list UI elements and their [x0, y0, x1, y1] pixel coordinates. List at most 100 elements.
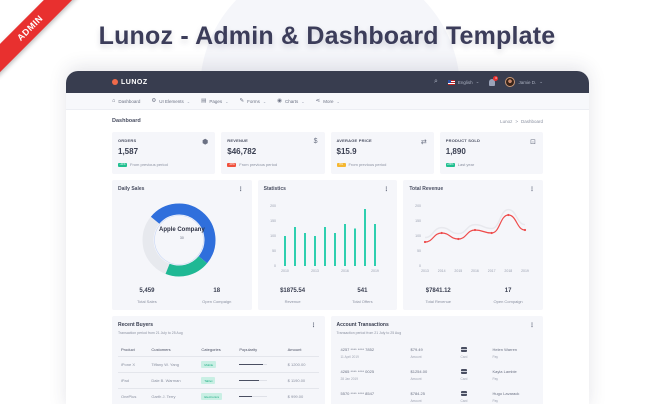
language-selector[interactable]: English ⌄	[447, 79, 479, 85]
panel-title: Account Transactions	[336, 322, 389, 328]
stat-label: Total Sales	[137, 299, 157, 304]
more-options-icon[interactable]: ⋮	[529, 323, 535, 329]
svg-text:0: 0	[419, 264, 421, 268]
breadcrumb-item-home[interactable]: Lunoz	[500, 118, 513, 124]
chevron-down-icon: ⌄	[186, 98, 191, 104]
svg-text:50: 50	[272, 249, 276, 253]
nav-item-dashboard[interactable]: ⌂ Dashboard	[112, 98, 140, 104]
category-badge: Mobile	[201, 361, 217, 368]
kpi-note: From previous period	[239, 162, 278, 167]
customer-cell: Tiffany W. Yang	[148, 356, 199, 373]
card-title: Statistics	[263, 186, 286, 192]
statistics-card: Statistics ⋮ 0 50 100 150 200 2010 2013 2016 201…	[257, 180, 398, 310]
product-cell: iPone X	[118, 356, 149, 373]
svg-text:150: 150	[415, 219, 421, 223]
stat-value: 18	[213, 288, 221, 294]
panel-subtitle: Transaction period from 21 July to 25 Au…	[336, 331, 402, 335]
column-header[interactable]: Popularity	[236, 343, 285, 357]
column-header[interactable]: Product	[118, 343, 149, 357]
card-number: 4265 **** **** 0025	[340, 369, 375, 374]
notification-bell-icon[interactable]: 3	[489, 75, 499, 86]
svg-text:2016: 2016	[341, 269, 349, 273]
forms-icon: ✎	[239, 98, 245, 104]
more-options-icon[interactable]: ⋮	[383, 187, 390, 193]
transaction-row[interactable]: 4265 **** **** 0025 28 Jan 2019 $1254.00 Am…	[337, 365, 538, 387]
transaction-amount: $79.49	[410, 347, 423, 352]
svg-text:100: 100	[270, 234, 276, 238]
chevron-down-icon: ⌄	[225, 98, 229, 104]
kpi-label: Orders	[118, 138, 137, 143]
svg-text:2019: 2019	[371, 269, 379, 273]
product-cell: iPad	[118, 372, 149, 389]
chevron-down-icon: ⌄	[539, 79, 543, 84]
svg-text:2013: 2013	[311, 269, 319, 273]
us-flag-icon	[447, 79, 455, 85]
svg-text:2015: 2015	[455, 269, 463, 273]
kpi-value: $46,782	[227, 147, 257, 156]
svg-text:50: 50	[417, 249, 421, 253]
nav-label: Charts	[285, 98, 299, 104]
svg-text:2019: 2019	[521, 269, 529, 273]
svg-text:2013: 2013	[421, 269, 429, 273]
transactions-list: 4257 **** **** 7852 11 April 2019 $79.49 Am…	[337, 343, 538, 404]
column-header[interactable]: Customers	[148, 343, 199, 357]
stat-label: Open Compaign	[202, 299, 232, 304]
svg-text:2010: 2010	[281, 269, 289, 273]
kpi-card-revenue: Revenue $46,782 -29% From previous period $	[221, 132, 325, 174]
change-badge: +11%	[118, 162, 127, 167]
statistics-bar-chart: 0 50 100 150 200 2010 2013 2016 2019	[270, 204, 379, 273]
pages-icon: ▤	[201, 98, 207, 104]
table-row[interactable]: iPad Dale B. Warman Tablet $ 1190.00	[118, 372, 319, 389]
column-header[interactable]: Amount	[284, 343, 319, 357]
share-icon: ⋖	[315, 98, 321, 104]
nav-item-more[interactable]: ⋖ More ⌄	[316, 98, 340, 104]
transaction-row[interactable]: 4257 **** **** 7852 11 April 2019 $79.49 Am…	[337, 343, 538, 365]
total-revenue-card: Total Revenue ⋮ 0 50 100 150 200 2013 2014 2015…	[403, 180, 543, 310]
column-header[interactable]: Categories	[198, 343, 237, 357]
customer-cell: Garth J. Terry	[148, 388, 199, 404]
logo[interactable]: LUNOZ	[112, 79, 148, 86]
payment-method: Card	[460, 377, 468, 381]
user-menu[interactable]: Jamie D. ⌄	[505, 77, 543, 87]
popularity-bar	[239, 379, 268, 382]
more-options-icon[interactable]: ⋮	[310, 323, 317, 329]
svg-text:2014: 2014	[438, 269, 446, 273]
chevron-down-icon: ⌄	[301, 98, 305, 104]
kpi-icon: $	[313, 138, 318, 145]
more-options-icon[interactable]: ⋮	[529, 187, 535, 193]
nav-item-ui-elements[interactable]: ⚙ UI Elements ⌄	[151, 98, 190, 104]
nav-label: Dashboard	[118, 98, 141, 104]
svg-text:2018: 2018	[505, 269, 513, 273]
change-badge: +89%	[445, 162, 455, 167]
logo-text: LUNOZ	[121, 78, 148, 86]
dashboard-preview: LUNOZ ⌕ English ⌄ 3 Jamie D. ⌄ ⌂ Dashboar…	[66, 71, 589, 404]
stat-label: Open Compaign	[493, 299, 523, 304]
transaction-action: Pay	[492, 399, 499, 403]
payee-name: Helen Warren	[492, 347, 518, 352]
breadcrumb: Lunoz > Dashboard	[500, 119, 543, 124]
nav-item-pages[interactable]: ▤ Pages ⌄	[201, 98, 228, 104]
language-label: English	[457, 79, 473, 85]
more-options-icon[interactable]: ⋮	[237, 187, 244, 193]
card-title: Total Revenue	[409, 186, 444, 192]
account-transactions-panel: Account Transactions Transaction period …	[330, 316, 543, 404]
ui-elements-icon: ⚙	[151, 98, 157, 104]
svg-text:0: 0	[274, 264, 276, 268]
search-icon[interactable]: ⌕	[433, 78, 438, 85]
transaction-row[interactable]: 5570 **** **** 8547 $784.25 Amount Card Hugo…	[337, 387, 538, 404]
nav-item-forms[interactable]: ✎ Forms ⌄	[239, 98, 266, 104]
nav-item-charts[interactable]: ◉ Charts ⌄	[277, 98, 304, 104]
kpi-row: Orders 1,587 +11% From previous period ⬢ Reve…	[112, 132, 543, 174]
credit-card-icon	[460, 369, 467, 374]
table-row[interactable]: iPone X Tiffany W. Yang Mobile $ 1200.00	[118, 356, 319, 373]
amount-cell: $ 999.00	[284, 388, 319, 404]
card-number: 5570 **** **** 8547	[340, 391, 375, 396]
popularity-bar	[239, 395, 268, 398]
hero-title: Lunoz - Admin & Dashboard Template	[98, 22, 556, 50]
table-row[interactable]: OnePlus Garth J. Terry Electronics $ 999.00	[118, 388, 319, 404]
kpi-icon: ⇄	[420, 139, 427, 146]
page-title: Dashboard	[112, 118, 141, 124]
category-badge: Tablet	[201, 377, 216, 384]
transaction-date: 11 April 2019	[340, 355, 359, 359]
svg-text:100: 100	[415, 234, 421, 238]
